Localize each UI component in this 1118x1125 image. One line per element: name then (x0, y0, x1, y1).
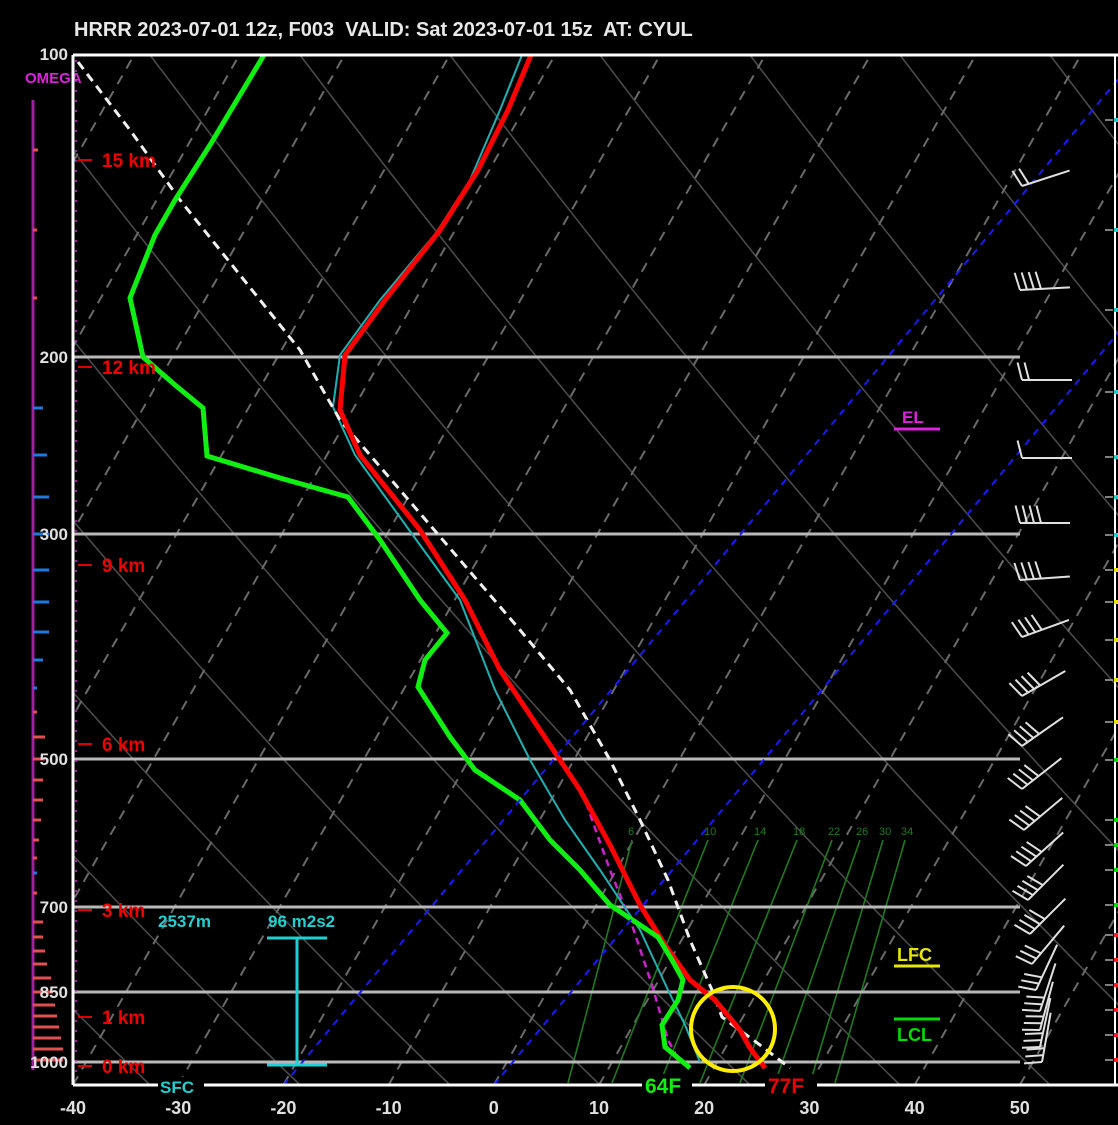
pressure-label: 1000 (30, 1053, 68, 1072)
lfc-label: LFC (897, 945, 932, 965)
pressure-label: 200 (40, 348, 68, 367)
surface-temperature-label: 77F (768, 1075, 804, 1098)
omega-axis (31, 100, 63, 1070)
plot-frame (71, 53, 1118, 1087)
mixing-ratio-lines (567, 839, 906, 1084)
mixing-ratio-label: 22 (828, 826, 840, 838)
right-edge-strip (1105, 55, 1118, 1085)
mixing-ratio-label: 34 (901, 826, 913, 838)
isobars (73, 355, 1020, 1064)
sfc-label: SFC (160, 1078, 194, 1097)
pressure-label: 100 (40, 45, 68, 64)
height-axis-labels: 15 km 12 km 9 km 6 km 3 km 1 km 0 km (78, 151, 156, 1078)
srh-bracket (267, 936, 327, 1067)
height-label: 0 km (102, 1057, 145, 1078)
pressure-label: 700 (40, 898, 68, 917)
mixing-ratio-label: 30 (879, 826, 891, 838)
x-tick-label: 0 (489, 1098, 499, 1118)
temperature-axis-labels: -40 -30 -20 -10 0 10 20 30 40 50 (60, 1098, 1030, 1118)
x-tick-label: -20 (270, 1098, 296, 1118)
wetbulb-profile (584, 802, 682, 1063)
chart-title: HRRR 2023-07-01 12z, F003 VALID: Sat 202… (74, 19, 693, 41)
x-tick-label: -10 (376, 1098, 402, 1118)
surface-dewpoint-label: 64F (645, 1075, 681, 1098)
pressure-label: 850 (40, 983, 68, 1002)
srh-value-label: 96 m2s2 (268, 912, 335, 931)
height-label: 1 km (102, 1008, 145, 1029)
freezing-isotherms (282, 77, 1118, 1085)
height-label: 15 km (102, 151, 156, 172)
mixing-ratio-label: 10 (704, 826, 716, 838)
lcl-label: LCL (897, 1025, 932, 1045)
x-tick-label: 40 (905, 1098, 925, 1118)
mixing-ratio-label: 18 (793, 826, 805, 838)
x-tick-label: -30 (165, 1098, 191, 1118)
x-tick-label: 10 (589, 1098, 609, 1118)
mixing-ratio-labels: 6 10 14 18 22 26 30 34 (628, 826, 913, 838)
pressure-label: 300 (40, 525, 68, 544)
height-label: 6 km (102, 735, 145, 756)
x-tick-label: 20 (694, 1098, 714, 1118)
omega-label: OMEGA (25, 70, 82, 87)
x-tick-label: -40 (60, 1098, 86, 1118)
mixing-ratio-label: 26 (856, 826, 868, 838)
temperature-profile (337, 55, 767, 1070)
x-tick-label: 50 (1010, 1098, 1030, 1118)
x-tick-label: 30 (799, 1098, 819, 1118)
mixing-ratio-label: 14 (754, 826, 766, 838)
height-label: 9 km (102, 556, 145, 577)
highlight-circle (689, 985, 777, 1073)
dry-adiabats (73, 55, 1118, 1085)
el-label: EL (902, 408, 924, 427)
pressure-label: 500 (40, 750, 68, 769)
mixing-ratio-label: 6 (628, 826, 634, 838)
pressure-axis-labels: 100 200 300 500 700 850 1000 (30, 45, 68, 1072)
dewpoint-profile (127, 55, 692, 1070)
srh-depth-label: 2537m (158, 912, 211, 931)
height-label: 12 km (102, 358, 156, 379)
height-label: 3 km (102, 901, 145, 922)
wind-barbs (1007, 168, 1072, 1065)
